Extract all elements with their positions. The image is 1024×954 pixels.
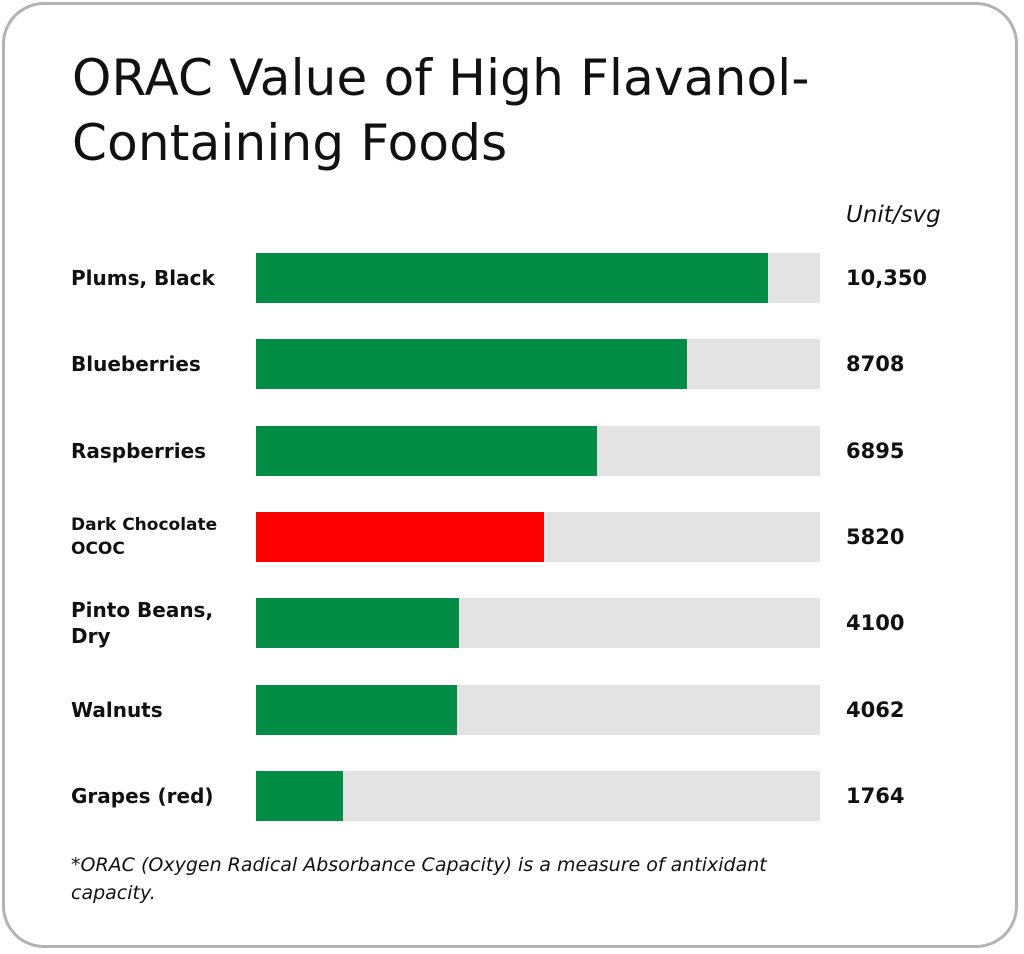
- bar-row: Raspberries 6895: [0, 425, 1024, 476]
- bar-track: [256, 425, 820, 476]
- bar-row: Grapes (red) 1764: [0, 770, 1024, 821]
- value-label: 5820: [846, 524, 905, 549]
- bar: [256, 770, 344, 821]
- bar-row: Plums, Black 10,350: [0, 253, 1024, 303]
- category-label: Pinto Beans, Dry: [71, 598, 214, 649]
- value-label: 8708: [846, 352, 905, 377]
- chart-title: ORAC Value of High Flavanol-Containing F…: [72, 49, 810, 172]
- bar: [256, 598, 459, 649]
- footnote: *ORAC (Oxygen Radical Absorbance Capacit…: [71, 854, 767, 904]
- category-label: Raspberries: [71, 438, 207, 463]
- bar: [256, 253, 769, 303]
- bar-row: Walnuts 4062: [0, 684, 1024, 735]
- bar: [256, 425, 598, 476]
- bar: [256, 511, 544, 562]
- category-label: Walnuts: [71, 697, 163, 722]
- category-label: Grapes (red): [71, 783, 214, 808]
- value-label: 4062: [846, 697, 905, 722]
- value-label: 1764: [846, 783, 905, 808]
- bar-track: [256, 770, 820, 821]
- bar-track: [256, 684, 820, 735]
- category-label: Dark Chocolate OCOC: [71, 514, 218, 559]
- bar: [256, 339, 687, 390]
- bar-track: [256, 253, 820, 303]
- bar-track: [256, 339, 820, 390]
- category-label: Blueberries: [71, 352, 201, 377]
- value-label: 4100: [846, 611, 905, 636]
- bar-track: [256, 598, 820, 649]
- value-label: 10,350: [846, 266, 928, 290]
- bar-row: Dark Chocolate OCOC 5820: [0, 511, 1024, 562]
- category-label: Plums, Black: [71, 266, 215, 290]
- bar: [256, 684, 457, 735]
- unit-label: Unit/svg: [846, 202, 941, 228]
- bar-track: [256, 511, 820, 562]
- bar-row: Pinto Beans, Dry 4100: [0, 598, 1024, 649]
- value-label: 6895: [846, 438, 905, 463]
- bar-row: Blueberries 8708: [0, 339, 1024, 390]
